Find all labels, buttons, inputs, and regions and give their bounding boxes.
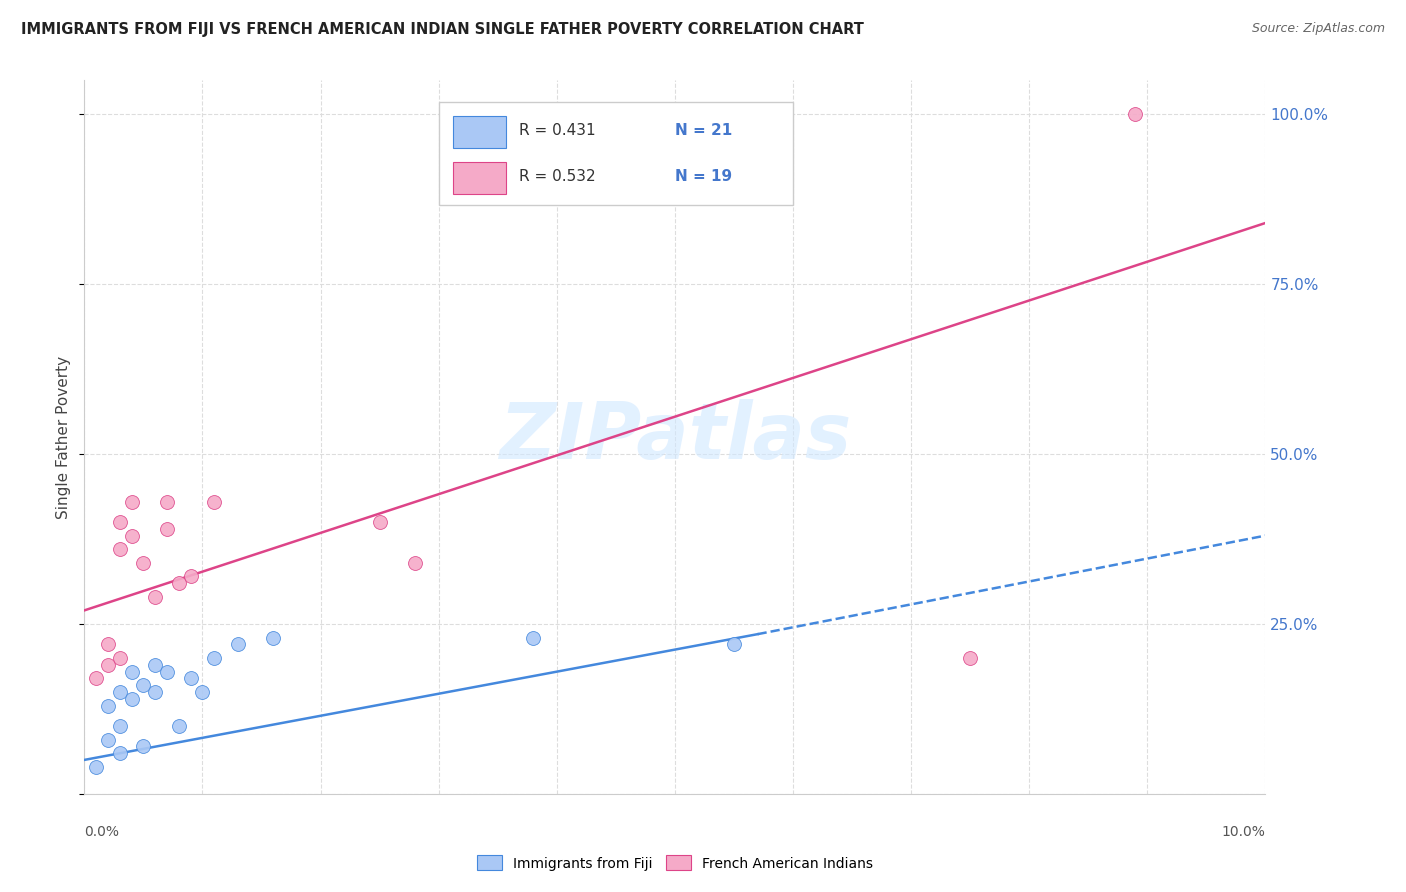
Point xyxy=(167,576,190,591)
Point xyxy=(108,685,131,699)
Text: N = 21: N = 21 xyxy=(675,123,733,137)
Point xyxy=(180,671,202,685)
Point xyxy=(156,522,179,536)
Point xyxy=(132,739,155,754)
Point xyxy=(84,760,107,774)
Point xyxy=(1125,107,1147,121)
Point xyxy=(132,678,155,692)
FancyBboxPatch shape xyxy=(453,116,506,148)
Point xyxy=(108,542,131,557)
FancyBboxPatch shape xyxy=(453,162,506,194)
Point xyxy=(108,719,131,733)
Point xyxy=(143,590,166,604)
Point xyxy=(191,685,214,699)
Text: 0.0%: 0.0% xyxy=(84,825,120,839)
Point xyxy=(84,671,107,685)
Point xyxy=(167,719,190,733)
Point xyxy=(121,494,143,508)
Point xyxy=(108,746,131,760)
Point xyxy=(959,651,981,665)
Point xyxy=(97,657,120,672)
Y-axis label: Single Father Poverty: Single Father Poverty xyxy=(56,356,72,518)
Point xyxy=(202,494,225,508)
Legend: Immigrants from Fiji, French American Indians: Immigrants from Fiji, French American In… xyxy=(471,850,879,876)
Text: IMMIGRANTS FROM FIJI VS FRENCH AMERICAN INDIAN SINGLE FATHER POVERTY CORRELATION: IMMIGRANTS FROM FIJI VS FRENCH AMERICAN … xyxy=(21,22,863,37)
Point xyxy=(723,637,745,651)
Text: ZIPatlas: ZIPatlas xyxy=(499,399,851,475)
Point xyxy=(97,732,120,747)
Point xyxy=(97,637,120,651)
Text: R = 0.431: R = 0.431 xyxy=(519,123,596,137)
Point xyxy=(156,665,179,679)
Text: 10.0%: 10.0% xyxy=(1222,825,1265,839)
Point xyxy=(143,657,166,672)
Point xyxy=(404,556,426,570)
Point xyxy=(522,631,544,645)
Point xyxy=(97,698,120,713)
Text: Source: ZipAtlas.com: Source: ZipAtlas.com xyxy=(1251,22,1385,36)
Point xyxy=(121,528,143,542)
Point xyxy=(262,631,284,645)
Text: R = 0.532: R = 0.532 xyxy=(519,169,596,184)
Point xyxy=(143,685,166,699)
Point xyxy=(132,556,155,570)
Point xyxy=(121,665,143,679)
Text: N = 19: N = 19 xyxy=(675,169,733,184)
Point xyxy=(121,691,143,706)
Point xyxy=(108,515,131,529)
FancyBboxPatch shape xyxy=(439,102,793,205)
Point xyxy=(180,569,202,583)
Point xyxy=(108,651,131,665)
Point xyxy=(368,515,391,529)
Point xyxy=(226,637,249,651)
Point xyxy=(202,651,225,665)
Point xyxy=(156,494,179,508)
